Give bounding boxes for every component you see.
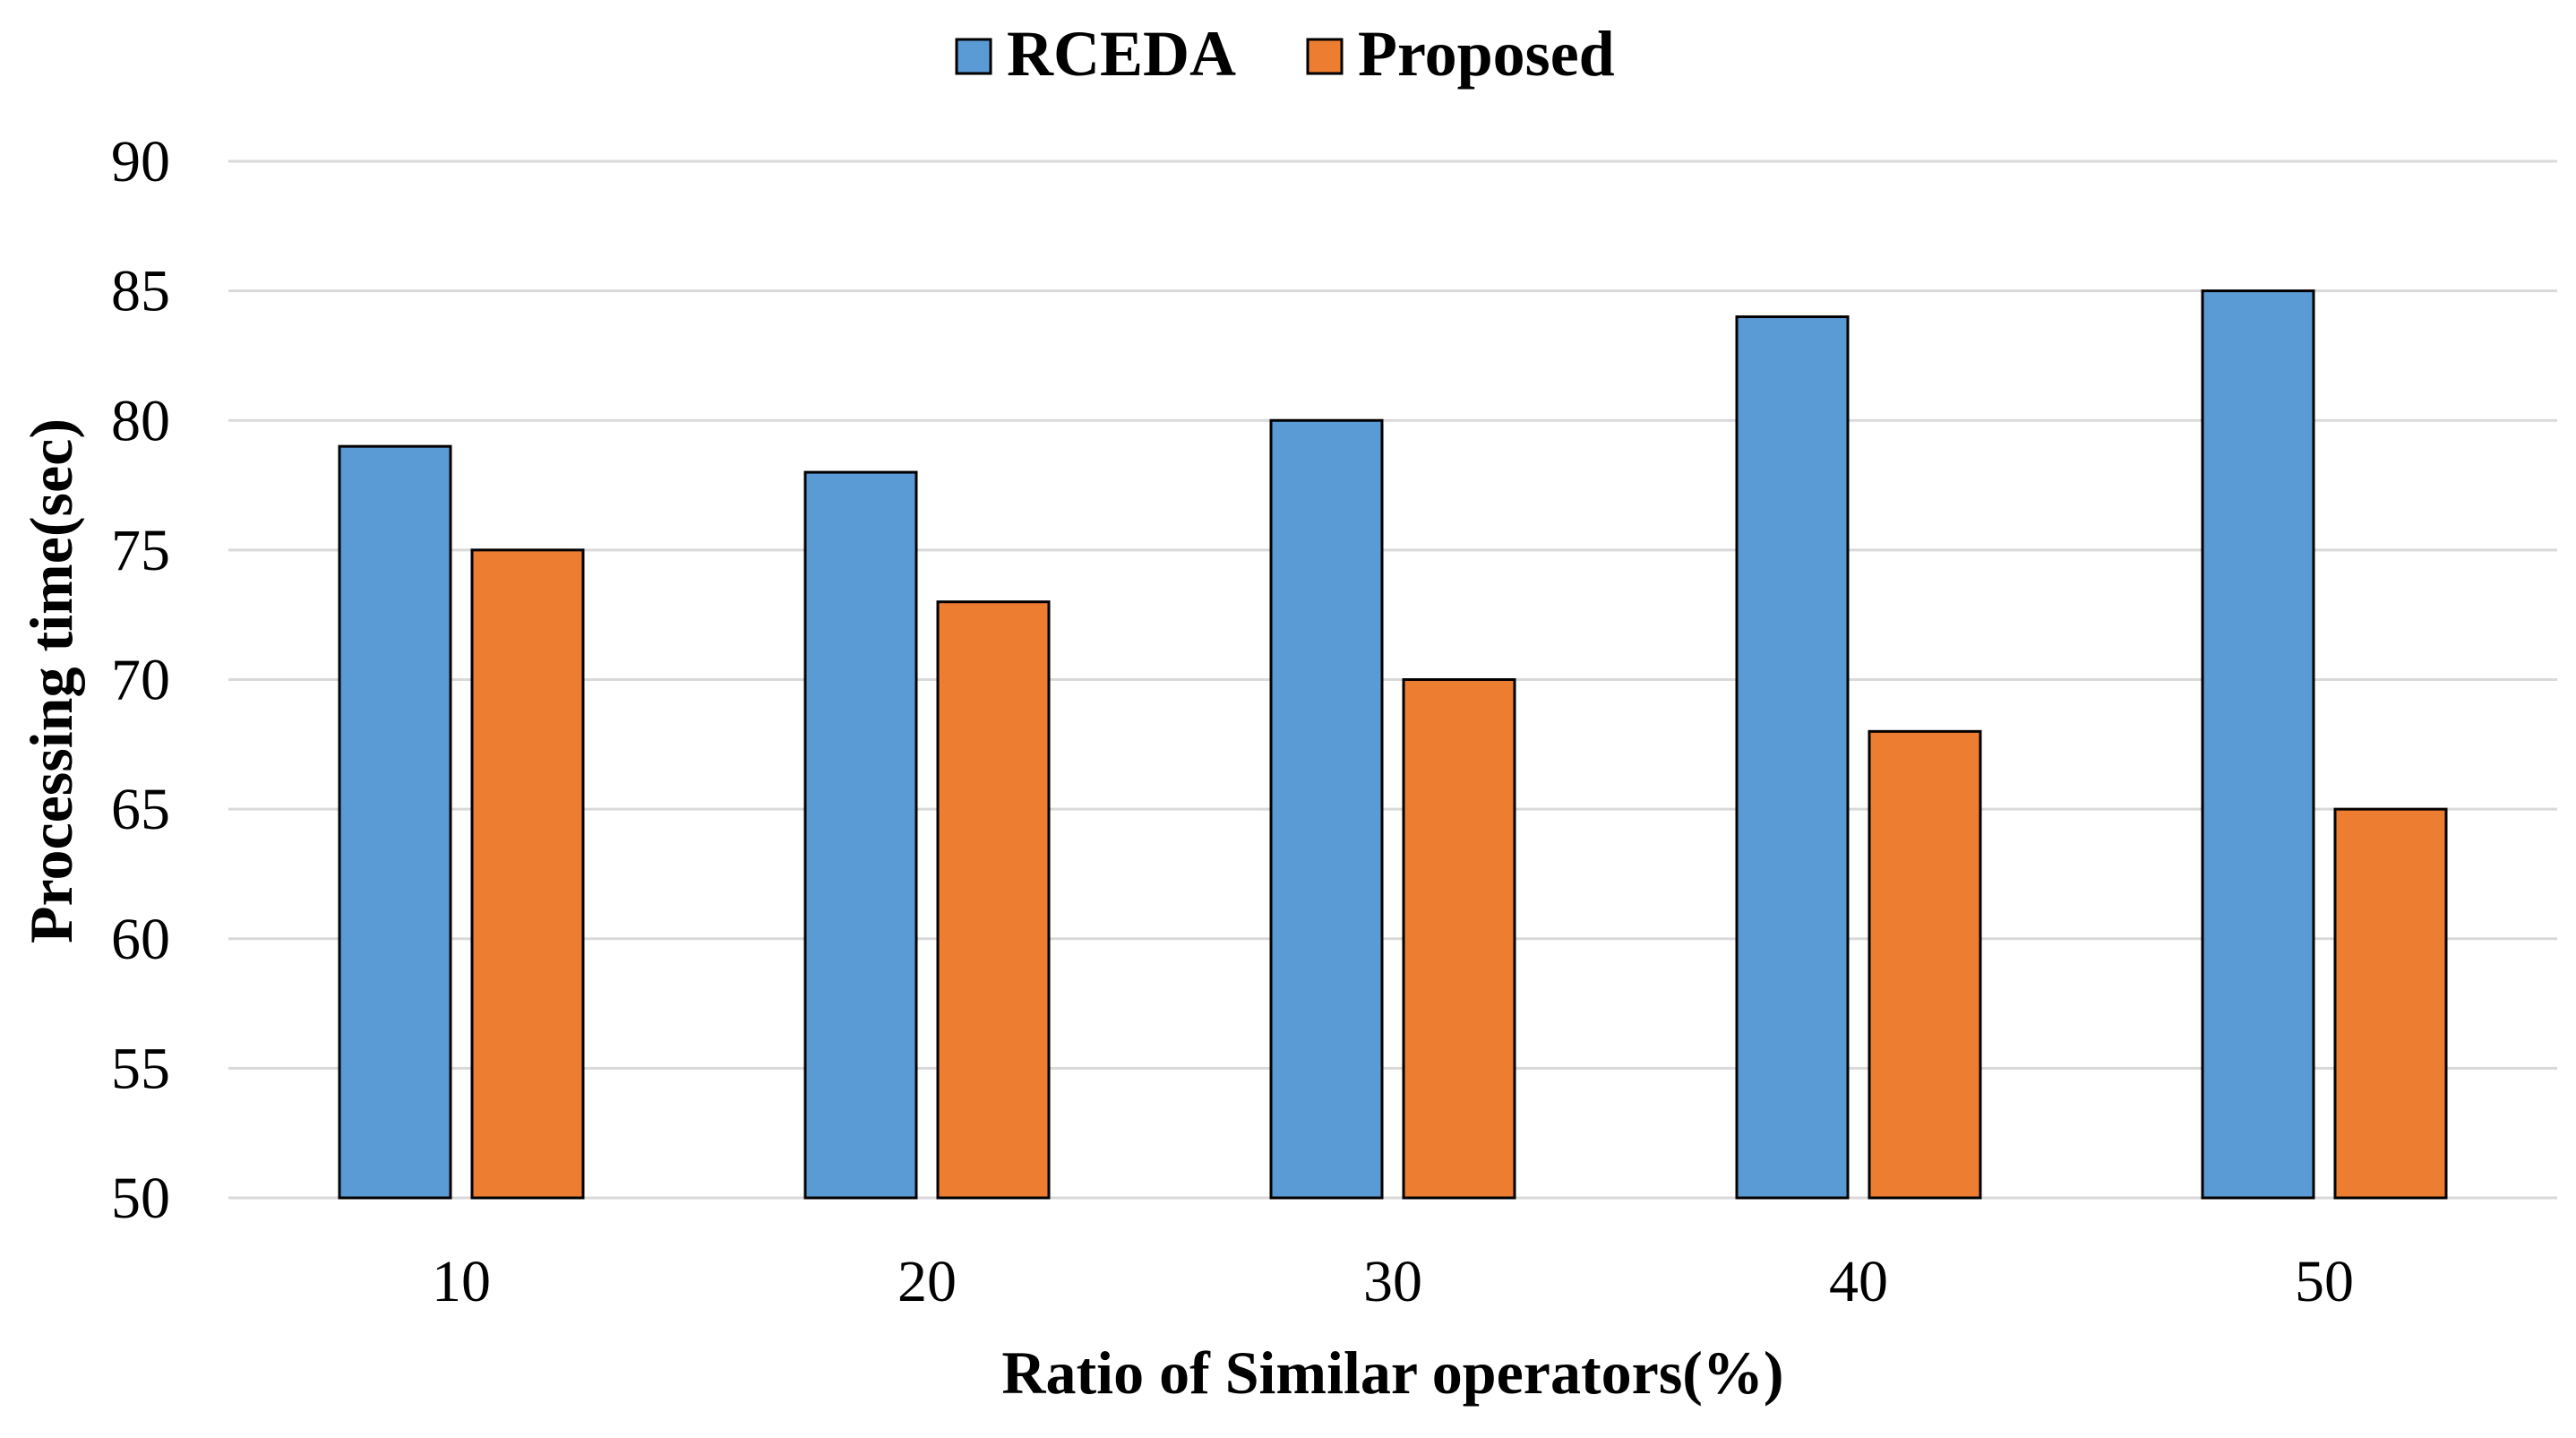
y-axis-title: Processing time(sec) (17, 418, 85, 943)
y-tick-label: 75 (111, 518, 170, 583)
x-axis-ticks: 10 20 30 40 50 (432, 1249, 2354, 1314)
bar-rceda-40 (1735, 315, 1850, 1200)
bar-proposed-20 (936, 600, 1051, 1200)
x-tick-label: 30 (1363, 1249, 1422, 1314)
y-tick-label: 70 (111, 648, 170, 713)
bar-proposed-40 (1868, 729, 1982, 1200)
y-tick-label: 80 (111, 388, 170, 453)
y-tick-label: 65 (111, 777, 170, 842)
y-tick-label: 60 (111, 907, 170, 972)
x-tick-label: 40 (1829, 1249, 1888, 1314)
bar-proposed-30 (1402, 678, 1516, 1200)
y-tick-label: 55 (111, 1036, 170, 1101)
y-tick-label: 90 (111, 129, 170, 194)
bar-rceda-20 (803, 470, 918, 1200)
bar-rceda-30 (1269, 418, 1384, 1200)
legend-label-proposed: Proposed (1358, 18, 1615, 90)
bars (338, 289, 2448, 1200)
x-tick-label: 10 (432, 1249, 491, 1314)
gridlines (228, 159, 2557, 1200)
y-tick-label: 50 (111, 1166, 170, 1231)
x-tick-label: 20 (897, 1249, 957, 1314)
y-axis-ticks: 50 55 60 65 70 75 80 85 90 (111, 129, 170, 1231)
y-tick-label: 85 (111, 259, 170, 324)
x-axis-title: Ratio of Similar operators(%) (1001, 1339, 1783, 1407)
legend: RCEDA Proposed (955, 18, 1615, 90)
legend-label-rceda: RCEDA (1007, 18, 1236, 90)
bar-proposed-10 (470, 548, 585, 1200)
bar-proposed-50 (2333, 807, 2448, 1200)
bar-rceda-50 (2201, 289, 2315, 1200)
bar-rceda-10 (338, 444, 452, 1200)
x-tick-label: 50 (2295, 1249, 2354, 1314)
legend-swatch-proposed (1306, 38, 1344, 75)
legend-swatch-rceda (955, 38, 992, 75)
